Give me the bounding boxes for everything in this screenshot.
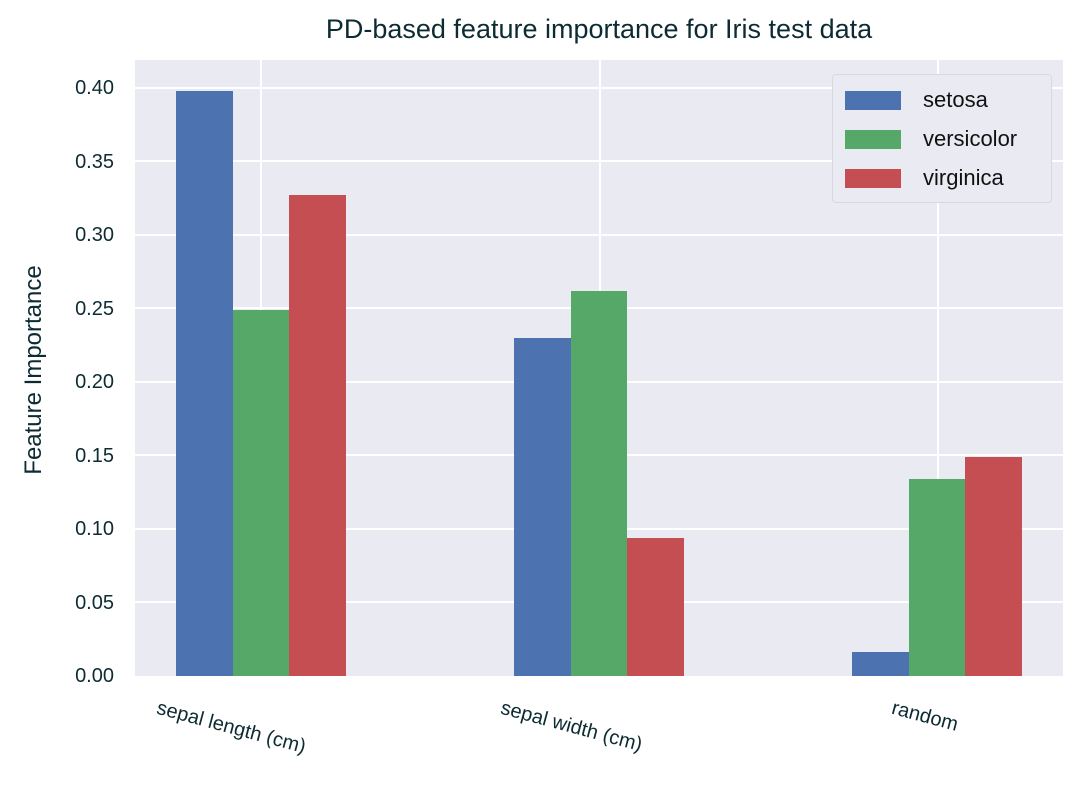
bar-versicolor-0 bbox=[232, 309, 290, 676]
ytick: 0.20 bbox=[75, 371, 114, 393]
legend-label: versicolor bbox=[923, 126, 1018, 151]
y-axis-label: Feature Importance bbox=[20, 265, 47, 475]
legend-swatch bbox=[845, 168, 901, 188]
bar-versicolor-2 bbox=[908, 479, 966, 676]
bar-virginica-2 bbox=[965, 456, 1022, 676]
ytick: 0.40 bbox=[75, 77, 114, 99]
legend-label: virginica bbox=[923, 165, 1004, 190]
legend-item-versicolor: versicolor bbox=[845, 126, 1018, 151]
bar-setosa-0 bbox=[176, 90, 233, 676]
bar-virginica-0 bbox=[289, 195, 346, 676]
chart-title: PD-based feature importance for Iris tes… bbox=[325, 14, 873, 44]
bar-virginica-1 bbox=[627, 537, 684, 676]
ytick: 0.00 bbox=[75, 665, 114, 687]
xtick-label: random bbox=[889, 697, 961, 736]
xtick-label: sepal length (cm) bbox=[154, 697, 309, 758]
xtick-label: sepal width (cm) bbox=[498, 697, 645, 756]
ytick: 0.35 bbox=[75, 151, 114, 173]
ytick: 0.15 bbox=[75, 445, 114, 467]
ytick: 0.25 bbox=[75, 298, 114, 320]
ytick: 0.30 bbox=[75, 224, 114, 246]
legend-label: setosa bbox=[923, 87, 988, 112]
ytick: 0.05 bbox=[75, 592, 114, 614]
bar-setosa-2 bbox=[852, 652, 909, 676]
bar-setosa-1 bbox=[514, 337, 571, 676]
bar-versicolor-1 bbox=[570, 290, 628, 676]
legend: setosa versicolor virginica bbox=[832, 74, 1052, 203]
legend-swatch bbox=[845, 90, 901, 110]
legend-swatch bbox=[845, 129, 901, 149]
ytick: 0.10 bbox=[75, 518, 114, 540]
legend-item-setosa: setosa bbox=[845, 87, 988, 112]
vgridline-3 bbox=[937, 60, 939, 676]
legend-item-virginica: virginica bbox=[845, 165, 1004, 190]
